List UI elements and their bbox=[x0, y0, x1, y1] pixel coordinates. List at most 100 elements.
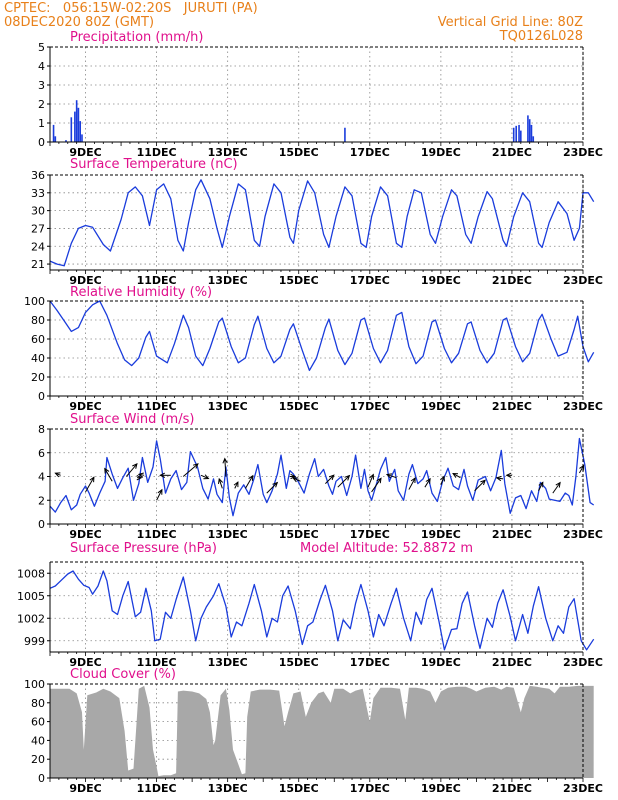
y-tick-label: 20 bbox=[31, 371, 45, 384]
rh-title: Relative Humidity (%) bbox=[70, 285, 212, 300]
x-tick-label: 17DEC bbox=[350, 656, 390, 669]
y-tick-label: 4 bbox=[38, 471, 45, 484]
wind-arrow-head bbox=[495, 475, 502, 482]
precip-bar bbox=[65, 140, 67, 142]
wind-arrow-head bbox=[385, 473, 393, 479]
press-title: Surface Pressure (hPa) bbox=[70, 541, 217, 556]
x-tick-label: 15DEC bbox=[279, 528, 319, 541]
x-tick-label: 11DEC bbox=[137, 528, 177, 541]
x-tick-label: 19DEC bbox=[421, 274, 461, 287]
x-tick-label: 15DEC bbox=[279, 274, 319, 287]
y-tick-label: 8 bbox=[38, 423, 45, 436]
y-tick-label: 21 bbox=[31, 258, 45, 271]
wind-arrow-head bbox=[192, 463, 199, 469]
header-location: CPTEC: 056:15W-02:20S JURUTI (PA) bbox=[4, 1, 258, 16]
wind-arrow bbox=[325, 474, 335, 484]
x-tick-label: 17DEC bbox=[350, 274, 390, 287]
precip-bar bbox=[75, 100, 78, 142]
wind-arrow bbox=[386, 474, 397, 479]
wind-arrow-head bbox=[344, 474, 351, 481]
wind-arrow-head bbox=[290, 473, 297, 480]
precip-bar bbox=[528, 119, 531, 142]
wind-title: Surface Wind (m/s) bbox=[70, 412, 194, 427]
wind-arrow-head bbox=[480, 479, 486, 486]
y-tick-label: 40 bbox=[31, 734, 45, 747]
y-tick-label: 100 bbox=[24, 678, 45, 691]
wind-arrow-head bbox=[440, 475, 445, 482]
wind-arrow bbox=[266, 482, 278, 494]
wind-arrow bbox=[367, 474, 374, 488]
x-tick-label: 15DEC bbox=[279, 782, 319, 795]
precip-bar bbox=[520, 130, 522, 142]
header-grid-line: Vertical Grid Line: 80Z bbox=[438, 15, 583, 30]
y-tick-label: 1008 bbox=[17, 567, 45, 580]
x-tick-label: 21DEC bbox=[492, 656, 532, 669]
wind-arrow bbox=[452, 473, 461, 479]
precip-bar bbox=[70, 117, 73, 142]
x-tick-label: 19DEC bbox=[421, 400, 461, 413]
x-tick-label: 21DEC bbox=[492, 528, 532, 541]
precip-bar bbox=[74, 111, 76, 142]
wind-arrow-head bbox=[132, 463, 138, 469]
temp-panel: Surface Temperature (nC) 21 24 27 30 33 36 9DEC… bbox=[31, 157, 603, 287]
wind-arrow bbox=[104, 468, 113, 482]
x-tick-label: 23DEC bbox=[563, 274, 603, 287]
x-tick-label: 19DEC bbox=[421, 782, 461, 795]
wind-arrow-head bbox=[136, 475, 143, 481]
wind-arrow-head bbox=[505, 472, 512, 478]
x-tick-label: 21DEC bbox=[492, 274, 532, 287]
precip-bar bbox=[79, 121, 82, 142]
wind-arrow bbox=[424, 478, 431, 488]
wind-arrow-head bbox=[222, 457, 228, 464]
y-tick-label: 999 bbox=[24, 635, 45, 648]
y-tick-label: 4 bbox=[38, 60, 45, 73]
wind-arrow-head bbox=[272, 481, 279, 488]
x-tick-label: 13DEC bbox=[208, 400, 248, 413]
wind-arrow bbox=[182, 463, 199, 477]
precip-bar bbox=[81, 134, 83, 142]
x-tick-label: 9DEC bbox=[69, 274, 101, 287]
precip-bar bbox=[77, 107, 80, 142]
wind-arrow bbox=[245, 475, 254, 489]
wind-arrow-head bbox=[292, 477, 299, 483]
x-tick-label: 11DEC bbox=[137, 782, 177, 795]
wind-arrow bbox=[156, 489, 163, 501]
x-tick-label: 11DEC bbox=[137, 274, 177, 287]
y-tick-label: 33 bbox=[31, 187, 45, 200]
wind-panel: Surface Wind (m/s) 0 2 4 6 8 9DEC 11DEC 13DEC 15D… bbox=[38, 412, 603, 541]
y-tick-label: 0 bbox=[38, 772, 45, 785]
x-tick-label: 13DEC bbox=[208, 146, 248, 159]
wind-line bbox=[49, 437, 595, 517]
x-tick-label: 21DEC bbox=[492, 400, 532, 413]
press-line bbox=[49, 570, 595, 651]
x-tick-label: 17DEC bbox=[350, 528, 390, 541]
wind-arrow-head bbox=[159, 472, 166, 478]
wind-arrow bbox=[552, 482, 561, 494]
wind-arrow-head bbox=[369, 473, 374, 480]
wind-arrow bbox=[126, 463, 138, 477]
y-tick-label: 0 bbox=[38, 136, 45, 149]
wind-arrow bbox=[292, 477, 301, 482]
x-tick-label: 19DEC bbox=[421, 656, 461, 669]
x-tick-label: 11DEC bbox=[137, 400, 177, 413]
wind-arrow-head bbox=[218, 477, 224, 484]
y-tick-label: 30 bbox=[31, 205, 45, 218]
x-tick-label: 17DEC bbox=[350, 146, 390, 159]
x-tick-label: 13DEC bbox=[208, 782, 248, 795]
precip-bar bbox=[518, 124, 520, 142]
y-tick-label: 1005 bbox=[17, 590, 45, 603]
x-tick-label: 19DEC bbox=[421, 146, 461, 159]
wind-arrow-head bbox=[452, 472, 459, 478]
wind-arrow-head bbox=[328, 474, 335, 481]
precip-bar bbox=[527, 115, 529, 142]
wind-arrow-head bbox=[376, 477, 382, 484]
wind-arrow bbox=[474, 479, 486, 492]
wind-arrow bbox=[371, 478, 382, 493]
wind-arrow-head bbox=[248, 474, 254, 481]
temp-line bbox=[49, 179, 595, 267]
y-tick-label: 60 bbox=[31, 333, 45, 346]
x-tick-label: 11DEC bbox=[137, 146, 177, 159]
x-tick-label: 9DEC bbox=[69, 400, 101, 413]
y-tick-label: 0 bbox=[38, 518, 45, 531]
